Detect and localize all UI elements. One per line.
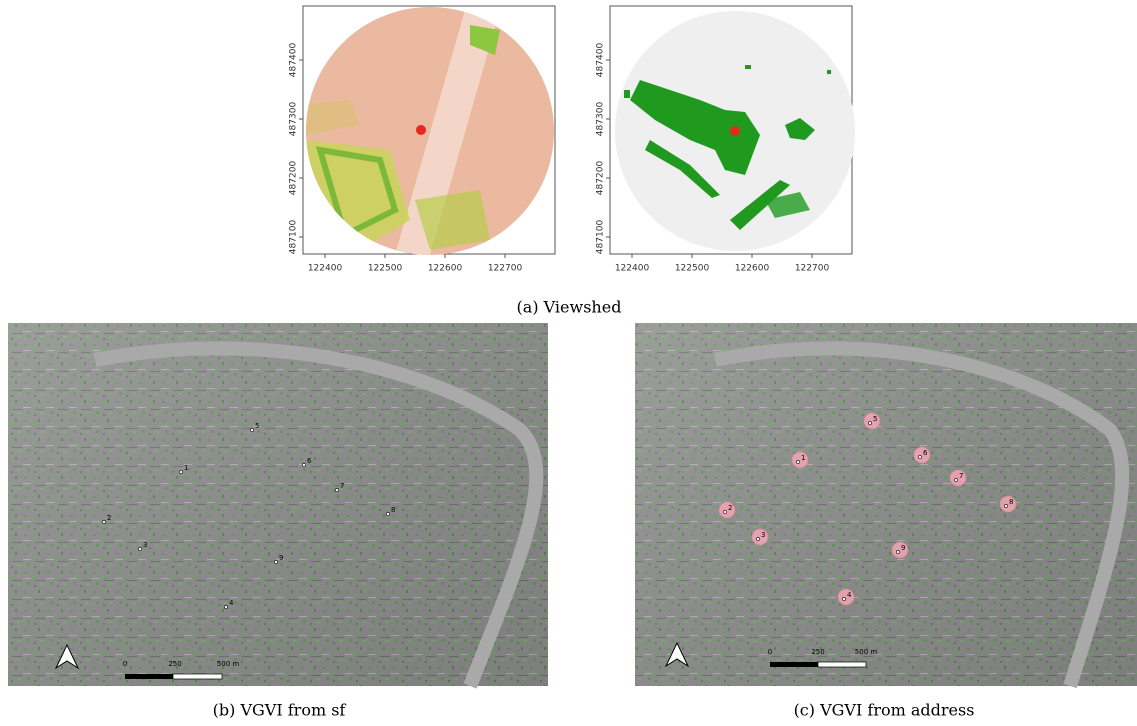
scale-label: 0 [768, 648, 772, 656]
buffer-points [752, 529, 768, 545]
y-tick-label: 487200 [596, 161, 606, 196]
point [138, 547, 141, 550]
point [918, 455, 921, 458]
point-label: 5 [255, 422, 259, 430]
x-tick-label: 122600 [428, 264, 463, 274]
scale-label: 250 [811, 648, 824, 656]
buffer-points [792, 452, 808, 468]
point-label: 2 [728, 504, 732, 512]
x-tick-label: 122500 [368, 264, 403, 274]
point-label: 8 [391, 506, 395, 514]
point [250, 428, 253, 431]
point-label: 1 [801, 454, 805, 462]
scale-label: 500 m [217, 660, 240, 668]
viewshed-visible [610, 6, 855, 254]
y-tick-label: 487400 [289, 43, 299, 78]
y-tick-label: 487400 [596, 43, 606, 78]
caption: (a) Viewshed [517, 298, 622, 317]
point [868, 421, 871, 424]
buffer-points [719, 502, 735, 518]
point [723, 510, 726, 513]
point-label: 6 [307, 457, 312, 465]
y-tick-label: 487300 [596, 102, 606, 137]
y-tick-label: 487100 [596, 220, 606, 255]
point [954, 478, 957, 481]
point [756, 537, 759, 540]
point-label: 9 [279, 554, 283, 562]
point [842, 597, 845, 600]
scale-label: 0 [123, 660, 127, 668]
point [102, 520, 105, 523]
point [302, 463, 305, 466]
point [179, 470, 182, 473]
point-label: 7 [340, 482, 344, 490]
point [386, 512, 389, 515]
y-tick-label: 487200 [289, 161, 299, 196]
point [896, 550, 899, 553]
point-label: 2 [107, 514, 111, 522]
viewshed-dem [300, 6, 555, 255]
x-tick-label: 122400 [615, 264, 650, 274]
buffer-points [864, 413, 880, 429]
point-label: 6 [923, 449, 928, 457]
buffer-points [950, 470, 966, 486]
point [224, 605, 227, 608]
caption: (c) VGVI from address [794, 701, 975, 720]
point-label: 4 [847, 591, 852, 599]
buffer-points [914, 447, 930, 463]
figure: (a) Viewshed (b) VGVI from sf (c) VGVI f… [0, 0, 1137, 726]
point [796, 460, 799, 463]
point [1004, 504, 1007, 507]
y-tick-label: 487100 [289, 220, 299, 255]
scale-label: 250 [168, 660, 181, 668]
x-tick-label: 122400 [308, 264, 343, 274]
map-address [635, 323, 1137, 686]
scale-label: 500 m [855, 648, 878, 656]
point-label: 1 [184, 464, 188, 472]
point-label: 5 [873, 415, 877, 423]
x-tick-label: 122500 [675, 264, 710, 274]
buffer-points [838, 589, 854, 605]
point-label: 7 [959, 472, 963, 480]
caption: (b) VGVI from sf [213, 701, 347, 720]
point-label: 9 [901, 544, 905, 552]
x-tick-label: 122700 [488, 264, 523, 274]
point [274, 560, 277, 563]
point-label: 4 [229, 599, 234, 607]
buffer-points [1000, 496, 1016, 512]
x-tick-label: 122600 [735, 264, 770, 274]
point-label: 3 [143, 541, 147, 549]
buffer-points [892, 542, 908, 558]
point-label: 3 [761, 531, 765, 539]
y-tick-label: 487300 [289, 102, 299, 137]
map-sf [8, 323, 548, 686]
point-label: 8 [1009, 498, 1013, 506]
x-tick-label: 122700 [795, 264, 830, 274]
point [335, 488, 338, 491]
